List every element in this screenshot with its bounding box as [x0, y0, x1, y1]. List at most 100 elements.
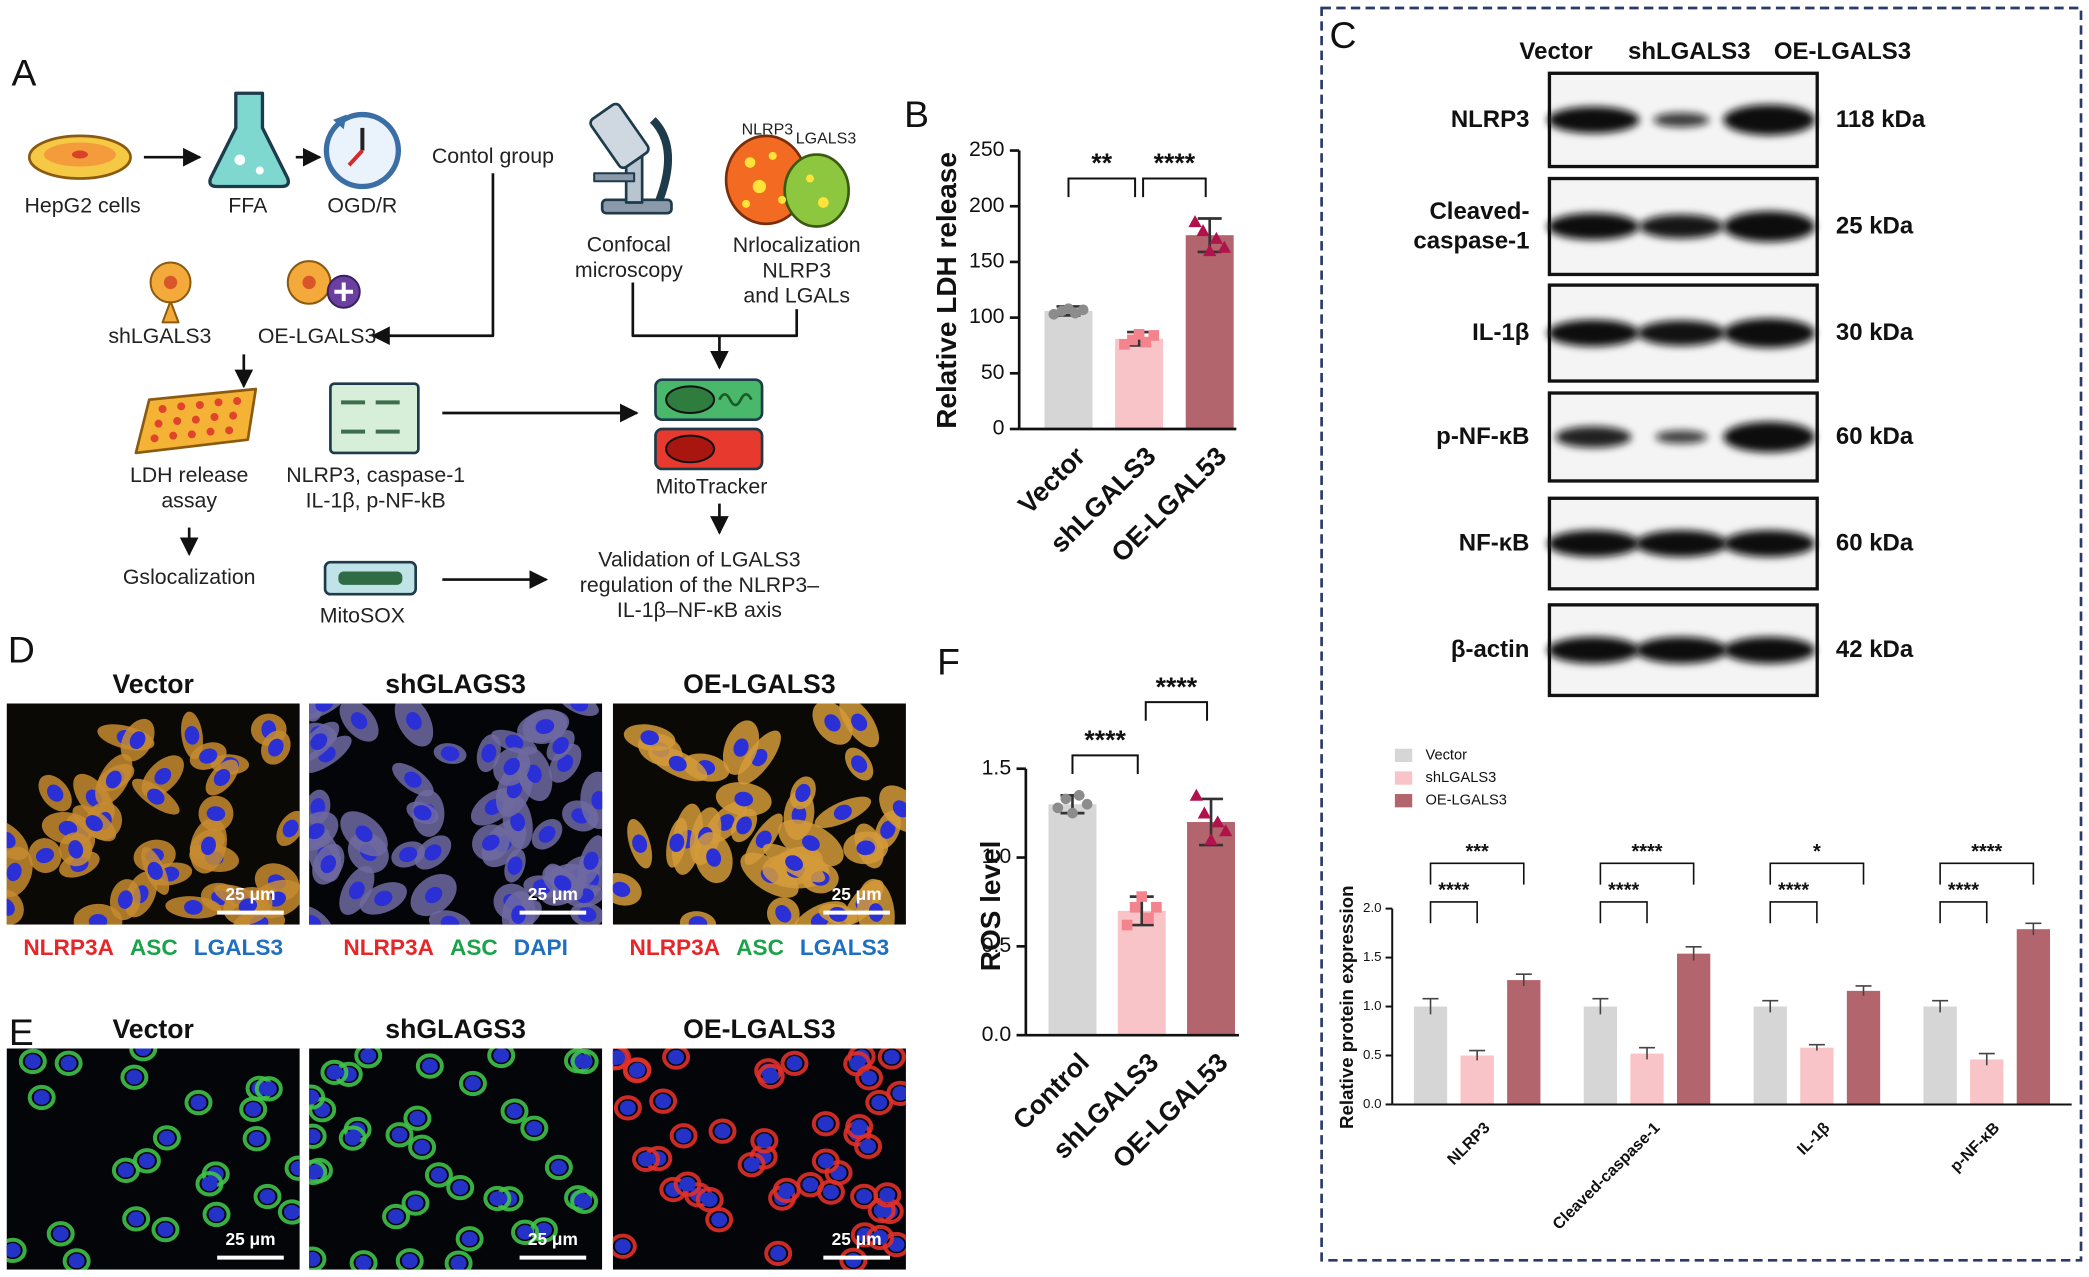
protein-label: NF-κB: [1458, 529, 1530, 556]
cell-nucleus: [464, 1076, 481, 1091]
cell-stain: [408, 1134, 437, 1160]
cell-nucleus: [199, 748, 218, 764]
cell-nucleus: [640, 730, 659, 746]
significance-label: ****: [1971, 841, 2002, 863]
cell-nucleus: [33, 1090, 50, 1105]
bar: [1187, 822, 1236, 1036]
data-point: [1077, 304, 1089, 316]
cell-nucleus: [326, 1065, 343, 1080]
cell-stain: [403, 1105, 432, 1131]
data-point: [1121, 919, 1133, 931]
y-tick-label: 150: [969, 249, 1005, 273]
panel-letter: F: [937, 641, 960, 683]
cell-stain: [254, 1076, 283, 1102]
panel-c-frame: [1320, 6, 2083, 1262]
cell-nucleus: [213, 768, 231, 787]
stain-label: ASC: [449, 934, 498, 961]
blot-band: [1723, 104, 1816, 136]
protein-label: p-NF-κB: [1436, 422, 1530, 450]
data-point: [1119, 339, 1130, 350]
cell-stain: [122, 1206, 151, 1232]
bar: [1970, 1059, 2004, 1105]
cell-nucleus: [35, 847, 55, 864]
cell-nucleus: [190, 1095, 207, 1110]
cell-stain: [27, 1084, 56, 1111]
data-point: [1211, 815, 1225, 828]
cell-nucleus: [845, 1253, 862, 1268]
significance-label: ****: [1948, 880, 1979, 902]
cell-nucleus: [856, 840, 876, 856]
cell-nucleus: [6, 1243, 21, 1258]
cell-nucleus: [770, 1246, 787, 1261]
stain-label: NLRP3A: [23, 934, 114, 961]
panel-letter: C: [1329, 14, 1357, 57]
y-tick-label: 50: [981, 360, 1005, 384]
cell-nucleus: [360, 1048, 377, 1063]
cell-stain: [284, 1155, 300, 1181]
cell-stain: [520, 1115, 549, 1141]
cell-nucleus: [822, 1184, 839, 1200]
cell-stain: [877, 1048, 906, 1070]
size-label: 42 kDa: [1835, 635, 1914, 663]
cell-stain: [487, 1048, 516, 1069]
size-label: 25 kDa: [1835, 212, 1914, 239]
cell-nucleus: [413, 805, 432, 821]
bar: [1846, 990, 1881, 1105]
cell-stain: [444, 1250, 473, 1270]
significance-bracket: [1599, 862, 1695, 885]
cell-nucleus: [778, 1183, 795, 1198]
cell-stain: [242, 1126, 271, 1152]
cell-stain: [662, 1048, 691, 1070]
cell-nucleus: [283, 1204, 300, 1220]
stain-label: ASC: [736, 934, 784, 961]
cell-nucleus: [154, 767, 172, 785]
y-axis-title: Relative LDH release: [931, 152, 962, 429]
data-point: [1203, 244, 1217, 257]
cell-stain: [811, 1111, 840, 1137]
cell-nucleus: [259, 1189, 276, 1204]
data-point: [1151, 901, 1162, 913]
significance-bracket: [1429, 862, 1525, 885]
cell-nucleus: [52, 1226, 69, 1242]
blot-band: [1723, 530, 1816, 557]
cell-stain: [500, 1098, 529, 1124]
cell-nucleus: [510, 812, 526, 832]
cell-nucleus: [802, 1177, 819, 1192]
bar: [1044, 310, 1093, 429]
cell-nucleus: [675, 1128, 692, 1144]
cell-nucleus: [184, 726, 200, 745]
cell-nucleus: [158, 1130, 175, 1146]
panel-title: shGLAGS3: [385, 1015, 526, 1045]
cell-nucleus: [201, 1176, 218, 1192]
cell-nucleus: [538, 825, 556, 843]
cell-stain: [446, 1174, 475, 1201]
bar: [1117, 910, 1166, 1036]
cell-nucleus: [24, 1054, 41, 1069]
panel-letter: E: [8, 1011, 34, 1053]
cell-nucleus: [409, 1110, 426, 1126]
cell-nucleus: [309, 1128, 321, 1144]
cell-nucleus: [355, 1255, 372, 1270]
cell-stain: [309, 1159, 328, 1185]
cell-stain: [349, 1250, 378, 1270]
cell-nucleus: [629, 1062, 646, 1078]
cell-stain: [632, 1146, 660, 1172]
size-label: 60 kDa: [1835, 422, 1914, 450]
protein-label: Cleaved- caspase-1: [1413, 197, 1530, 254]
x-tick-label: IL-1β: [1794, 1119, 1833, 1158]
significance-bracket: [1599, 901, 1648, 924]
data-point: [1060, 793, 1072, 805]
cell-stain: [309, 1246, 327, 1270]
data-point: [1143, 912, 1154, 924]
significance-label: ****: [1631, 841, 1662, 863]
cell-nucleus: [147, 788, 165, 805]
cell-nucleus: [668, 755, 687, 772]
cell-stain: [612, 1048, 632, 1071]
y-tick-label: 1.0: [1363, 998, 1382, 1013]
y-tick-label: 0.0: [1363, 1096, 1382, 1111]
significance-bracket: [1769, 901, 1818, 924]
y-tick-label: 200: [969, 193, 1005, 217]
micrograph: 25 μm: [6, 703, 300, 925]
